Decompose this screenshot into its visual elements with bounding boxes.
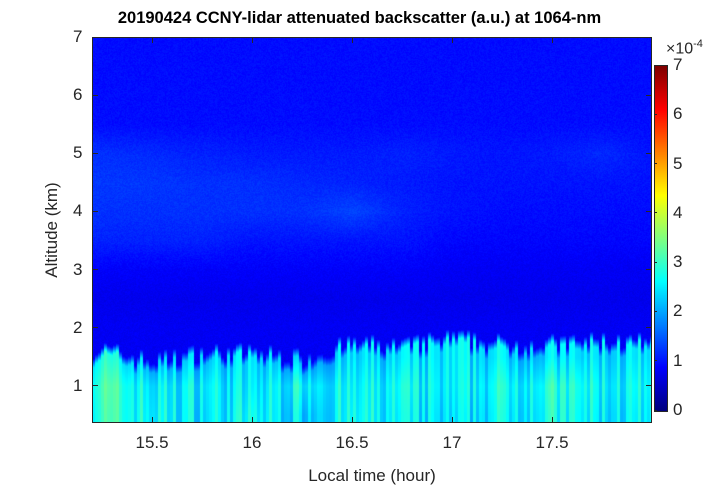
colorbar-tick-label: 6 [673, 104, 683, 124]
colorbar-tick-mark [654, 409, 657, 411]
y-tick-label: 7 [73, 27, 83, 46]
y-tick-mark [92, 327, 98, 329]
colorbar-tick-label: 7 [673, 55, 683, 74]
x-tick-mark [151, 37, 153, 43]
x-tick-label: 16 [242, 433, 262, 452]
x-axis-label: Local time (hour) [308, 466, 436, 485]
colorbar-tick-mark [654, 261, 657, 263]
y-tick-mark [92, 94, 98, 96]
colorbar-tick-label: 0 [673, 400, 683, 419]
y-tick-label: 1 [73, 375, 83, 395]
y-tick-mark [92, 152, 98, 154]
x-tick-mark [551, 37, 553, 43]
colorbar-tick-mark [654, 64, 657, 66]
colorbar-tick-mark [654, 212, 657, 214]
chart-title: 20190424 CCNY-lidar attenuated backscatt… [117, 9, 602, 27]
y-tick-mark [646, 385, 652, 387]
x-tick-mark [451, 37, 453, 43]
y-tick-mark [92, 36, 98, 38]
colorbar-tick-label: 1 [673, 350, 683, 370]
x-tick-mark [551, 417, 553, 423]
x-tick-mark [151, 417, 153, 423]
y-tick-mark [646, 94, 652, 96]
y-tick-mark [646, 327, 652, 329]
colorbar-tick-mark [654, 360, 657, 362]
x-tick-mark [251, 37, 253, 43]
colorbar-tick-mark [654, 310, 657, 312]
colorbar-tick-mark [654, 163, 657, 165]
x-tick-mark [351, 37, 353, 43]
y-tick-label: 2 [73, 317, 83, 337]
colorbar-multiplier-base: ×10 [666, 40, 694, 58]
y-tick-label: 3 [73, 259, 83, 279]
x-tick-label: 16.5 [335, 433, 369, 452]
x-tick-label: 15.5 [135, 433, 169, 452]
plot-area [92, 37, 652, 423]
colorbar-tick-mark [654, 113, 657, 115]
y-axis-label: Altitude (km) [42, 182, 61, 278]
y-tick-label: 6 [73, 85, 83, 105]
y-tick-mark [92, 269, 98, 271]
y-tick-mark [646, 210, 652, 212]
y-tick-label: 4 [73, 201, 83, 221]
colorbar-tick-label: 3 [673, 252, 683, 272]
colorbar-tick-label: 4 [673, 202, 683, 222]
y-tick-mark [646, 152, 652, 154]
x-tick-mark [251, 417, 253, 423]
y-tick-mark [646, 36, 652, 38]
y-tick-label: 5 [73, 143, 83, 163]
backscatter-heatmap [92, 37, 652, 423]
colorbar-multiplier: ×10-4 [666, 38, 703, 58]
colorbar-tick-label: 2 [673, 301, 683, 321]
colorbar [654, 65, 668, 412]
x-tick-label: 17.5 [535, 433, 569, 452]
colorbar-multiplier-exponent: -4 [693, 38, 703, 50]
x-tick-label: 17 [442, 433, 462, 452]
colorbar-tick-label: 5 [673, 153, 683, 173]
y-tick-mark [92, 385, 98, 387]
x-tick-mark [451, 417, 453, 423]
x-tick-mark [351, 417, 353, 423]
y-tick-mark [92, 210, 98, 212]
y-tick-mark [646, 269, 652, 271]
